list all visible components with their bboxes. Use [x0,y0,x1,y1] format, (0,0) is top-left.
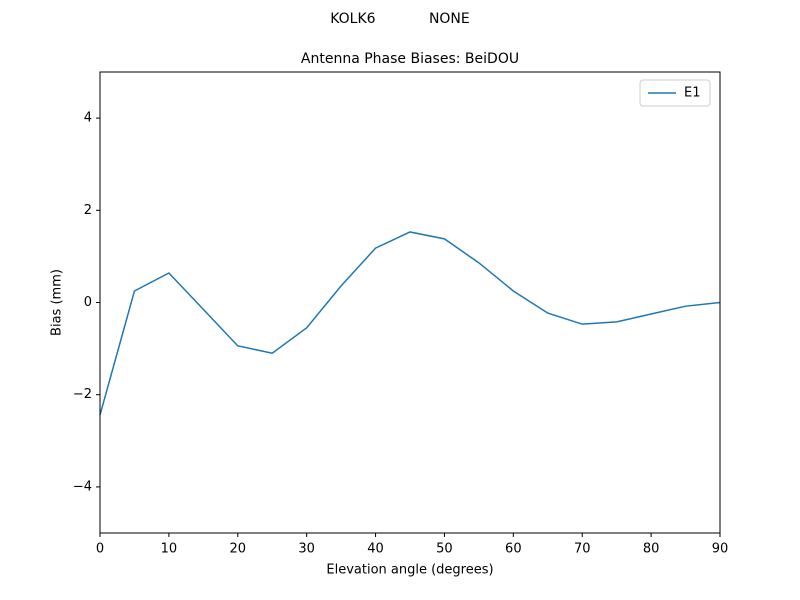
data-line [99,231,721,416]
x-tick-label: 10 [161,542,178,557]
y-tick-label: −2 [73,387,92,402]
x-tick-label: 70 [574,542,591,557]
y-axis-label: Bias (mm) [50,269,65,336]
y-tick-label: −4 [73,479,92,494]
y-tick-label: 4 [84,111,92,126]
x-tick-label: 60 [505,542,522,557]
plot-frame [99,71,721,534]
x-tick-label: 30 [298,542,315,557]
y-tick-label: 0 [84,295,92,310]
x-tick-label: 80 [643,542,660,557]
x-axis-label: Elevation angle (degrees) [326,563,493,578]
x-tick-label: 20 [230,542,247,557]
chart-title: Antenna Phase Biases: BeiDOU [301,51,519,67]
x-tick-label: 0 [96,542,104,557]
x-tick-label: 40 [367,542,384,557]
legend-label: E1 [684,86,701,101]
y-tick-label: 2 [84,203,92,218]
x-tick-label: 50 [436,542,453,557]
x-tick-label: 90 [712,542,729,557]
suptitle: KOLK6 NONE [330,11,470,27]
